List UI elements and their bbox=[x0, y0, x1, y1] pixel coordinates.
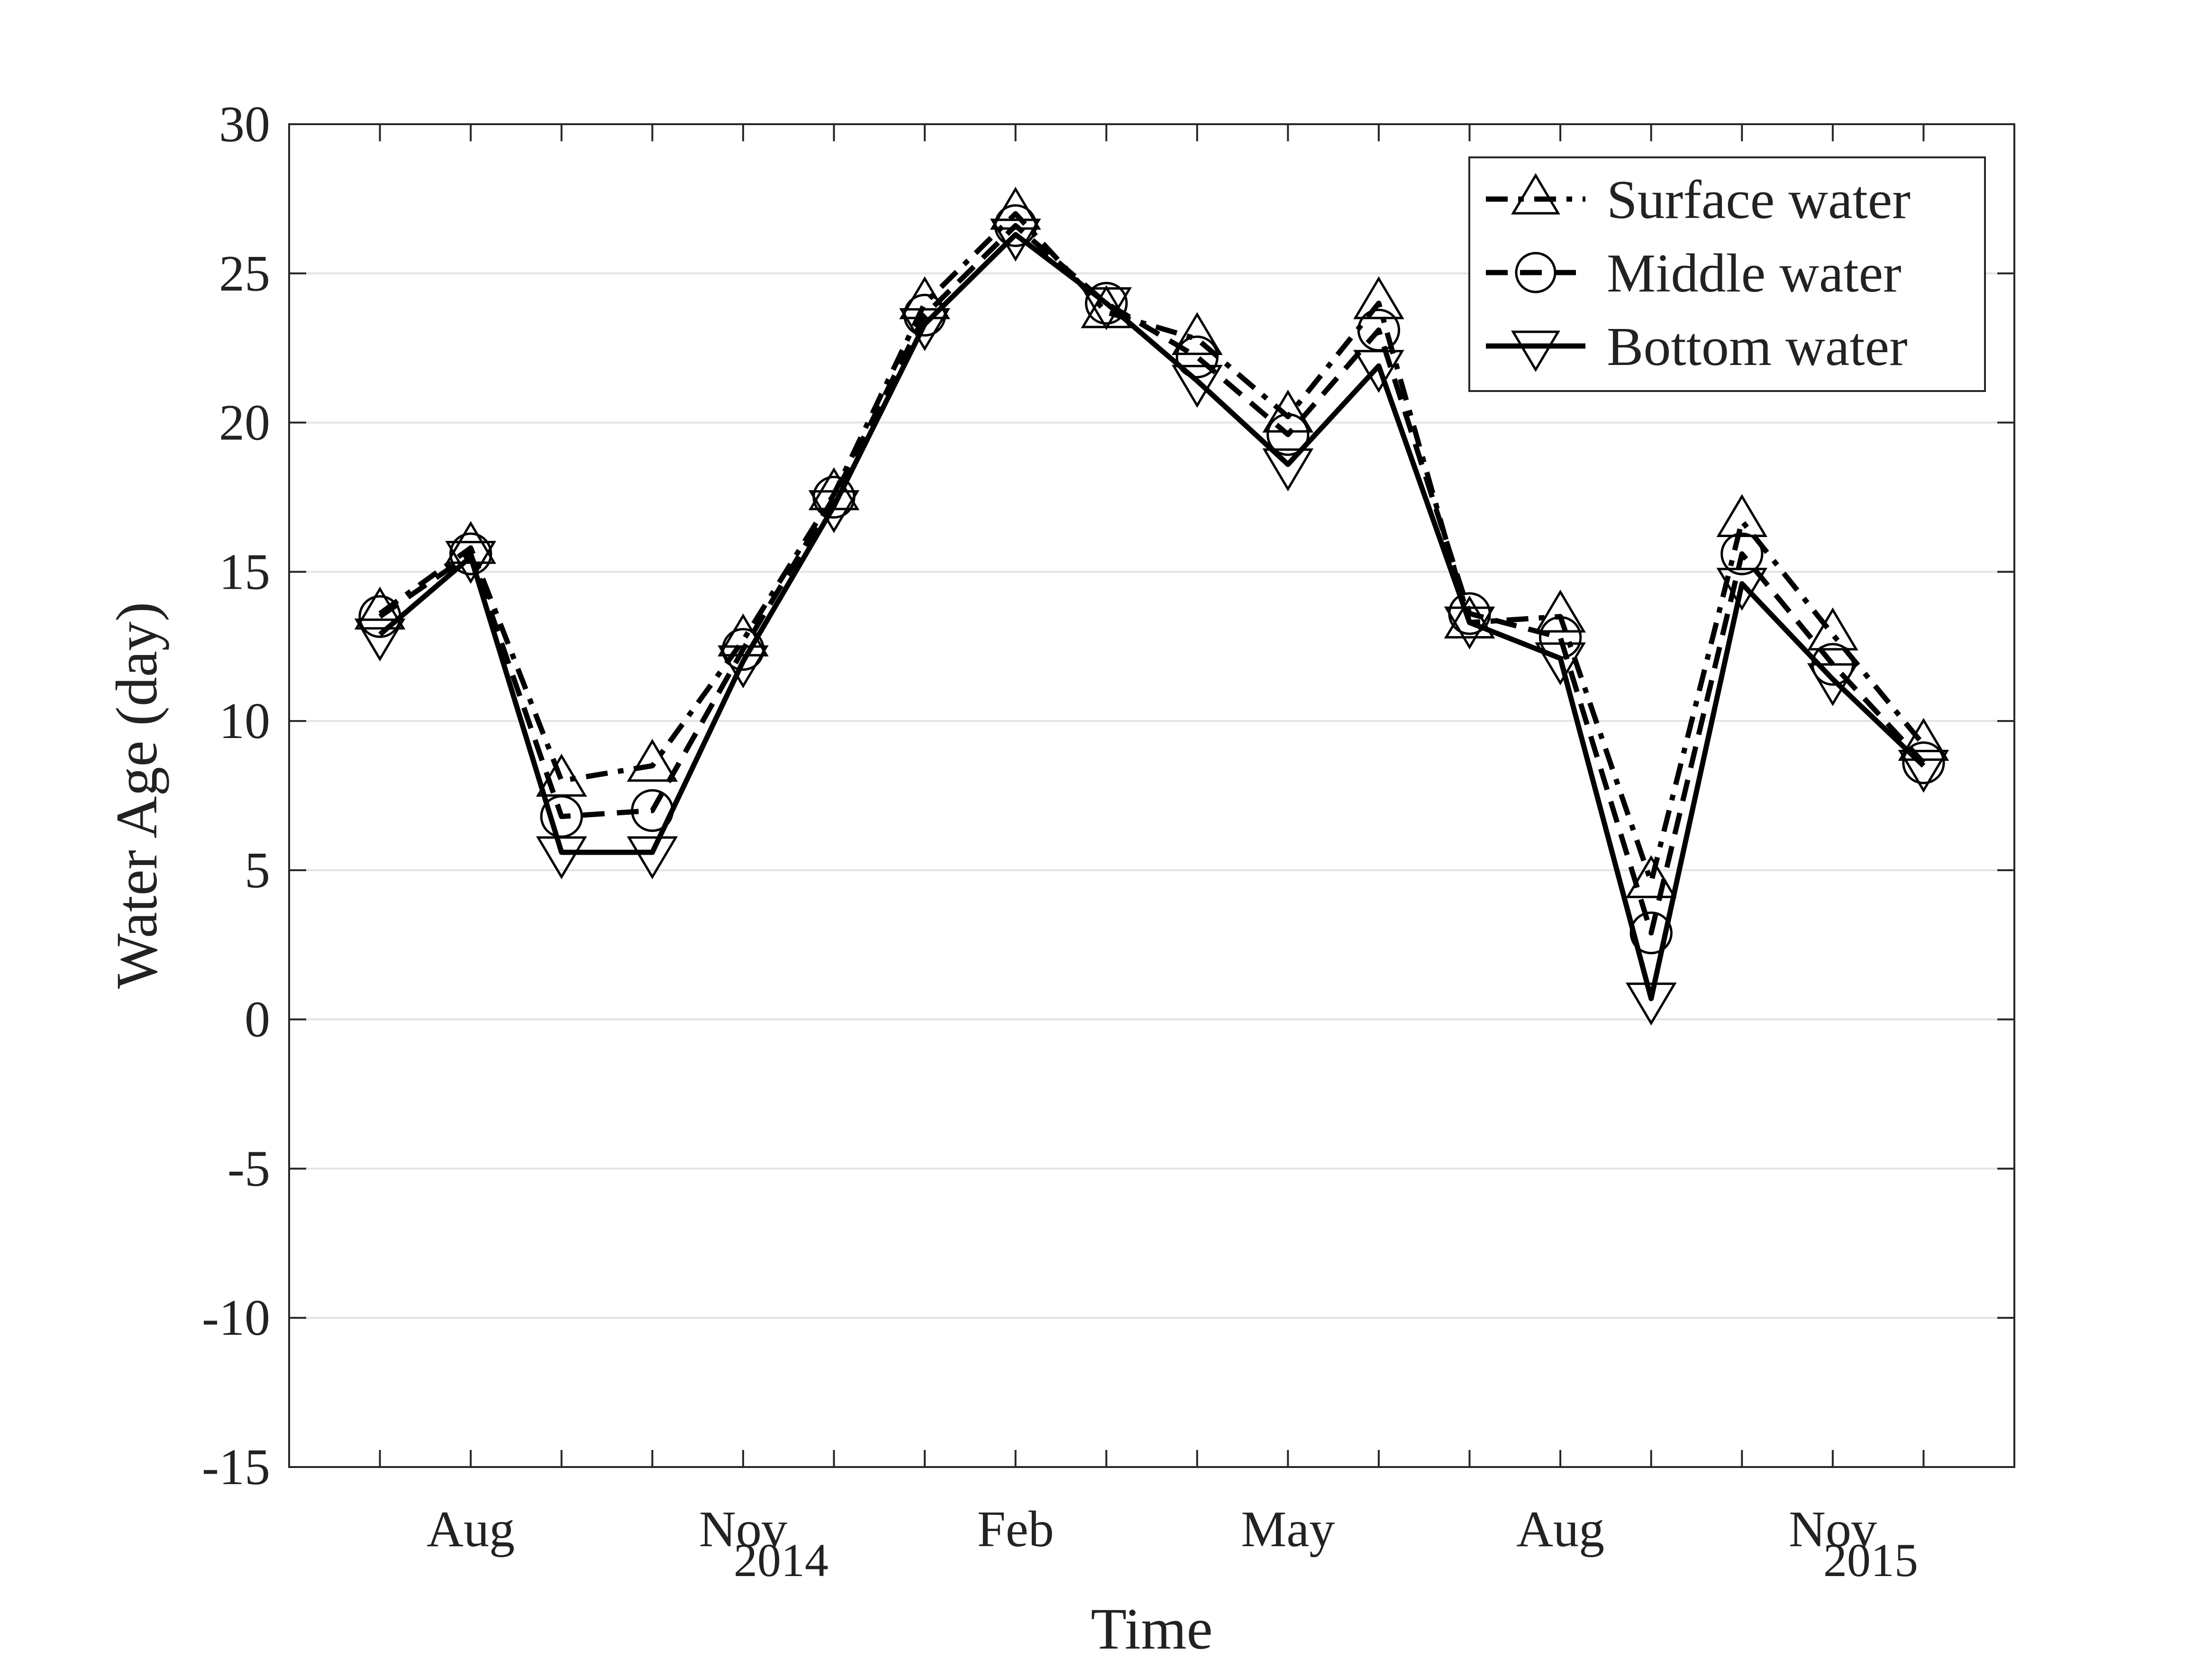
data-point bbox=[1716, 494, 1768, 538]
data-point bbox=[718, 613, 769, 656]
data-point bbox=[1716, 567, 1768, 611]
data-point bbox=[1535, 589, 1586, 633]
data-point bbox=[536, 836, 587, 880]
axis-ticks bbox=[289, 123, 2014, 1468]
data-point bbox=[1807, 607, 1858, 651]
legend-label: Middle water bbox=[1607, 243, 1902, 304]
y-tick-label: -10 bbox=[202, 1290, 270, 1346]
data-point bbox=[627, 738, 678, 782]
data-point bbox=[1625, 982, 1677, 1026]
x-tick-label: Nov bbox=[699, 1501, 787, 1558]
x-tick-year-label: 2014 bbox=[734, 1534, 828, 1586]
x-tick-year-label: 2015 bbox=[1823, 1534, 1918, 1586]
x-tick-label: Aug bbox=[427, 1501, 515, 1558]
data-point bbox=[1898, 749, 1949, 793]
data-point bbox=[449, 532, 492, 575]
data-point bbox=[1081, 287, 1132, 330]
y-tick-label: 20 bbox=[219, 395, 270, 451]
data-point bbox=[627, 836, 678, 880]
y-tick-label: 10 bbox=[219, 693, 270, 749]
data-point bbox=[1175, 335, 1219, 379]
series-layer bbox=[354, 186, 1949, 1026]
series-line bbox=[378, 223, 1926, 936]
y-tick-label: 25 bbox=[219, 246, 270, 302]
data-point bbox=[718, 645, 769, 689]
data-point bbox=[1444, 606, 1495, 650]
y-axis-title: Water Age (day) bbox=[104, 602, 169, 989]
data-point bbox=[1353, 276, 1404, 319]
legend-marker bbox=[1511, 173, 1560, 215]
data-point bbox=[1535, 642, 1586, 685]
y-tick-label: 30 bbox=[219, 96, 270, 153]
legend-label: Bottom water bbox=[1607, 317, 1908, 377]
data-point bbox=[1171, 312, 1223, 355]
data-point bbox=[1807, 663, 1858, 706]
data-point bbox=[808, 490, 860, 533]
legend-marker bbox=[1515, 252, 1557, 293]
data-point bbox=[1262, 448, 1314, 492]
x-tick-label: Feb bbox=[977, 1501, 1054, 1558]
data-point bbox=[354, 618, 406, 662]
y-tick-label: 0 bbox=[245, 992, 270, 1048]
data-point bbox=[721, 628, 765, 671]
data-point bbox=[1902, 741, 1945, 784]
y-tick-label: -5 bbox=[228, 1140, 270, 1197]
data-point bbox=[1085, 282, 1128, 325]
data-point bbox=[899, 308, 950, 351]
plot-frame bbox=[288, 123, 2015, 1468]
x-tick-label: May bbox=[1241, 1501, 1335, 1558]
x-tick-label: Nov bbox=[1789, 1501, 1877, 1558]
legend: Surface water Middle water Bottom water bbox=[1468, 156, 1986, 392]
data-point bbox=[1720, 532, 1764, 575]
data-point bbox=[990, 219, 1041, 262]
y-tick-label: -15 bbox=[202, 1439, 270, 1495]
x-axis-title: Time bbox=[1091, 1596, 1212, 1659]
legend-marker bbox=[1511, 330, 1560, 372]
legend-label: Surface water bbox=[1607, 170, 1911, 230]
x-tick-label: Aug bbox=[1516, 1501, 1604, 1558]
data-point bbox=[1171, 365, 1223, 408]
data-point bbox=[1353, 350, 1404, 393]
data-point bbox=[445, 541, 496, 584]
y-tick-label: 15 bbox=[219, 544, 270, 600]
data-point bbox=[1266, 413, 1310, 456]
y-tick-label: 5 bbox=[245, 842, 270, 899]
series-bottom-water bbox=[354, 219, 1949, 1026]
data-point bbox=[1625, 855, 1677, 898]
